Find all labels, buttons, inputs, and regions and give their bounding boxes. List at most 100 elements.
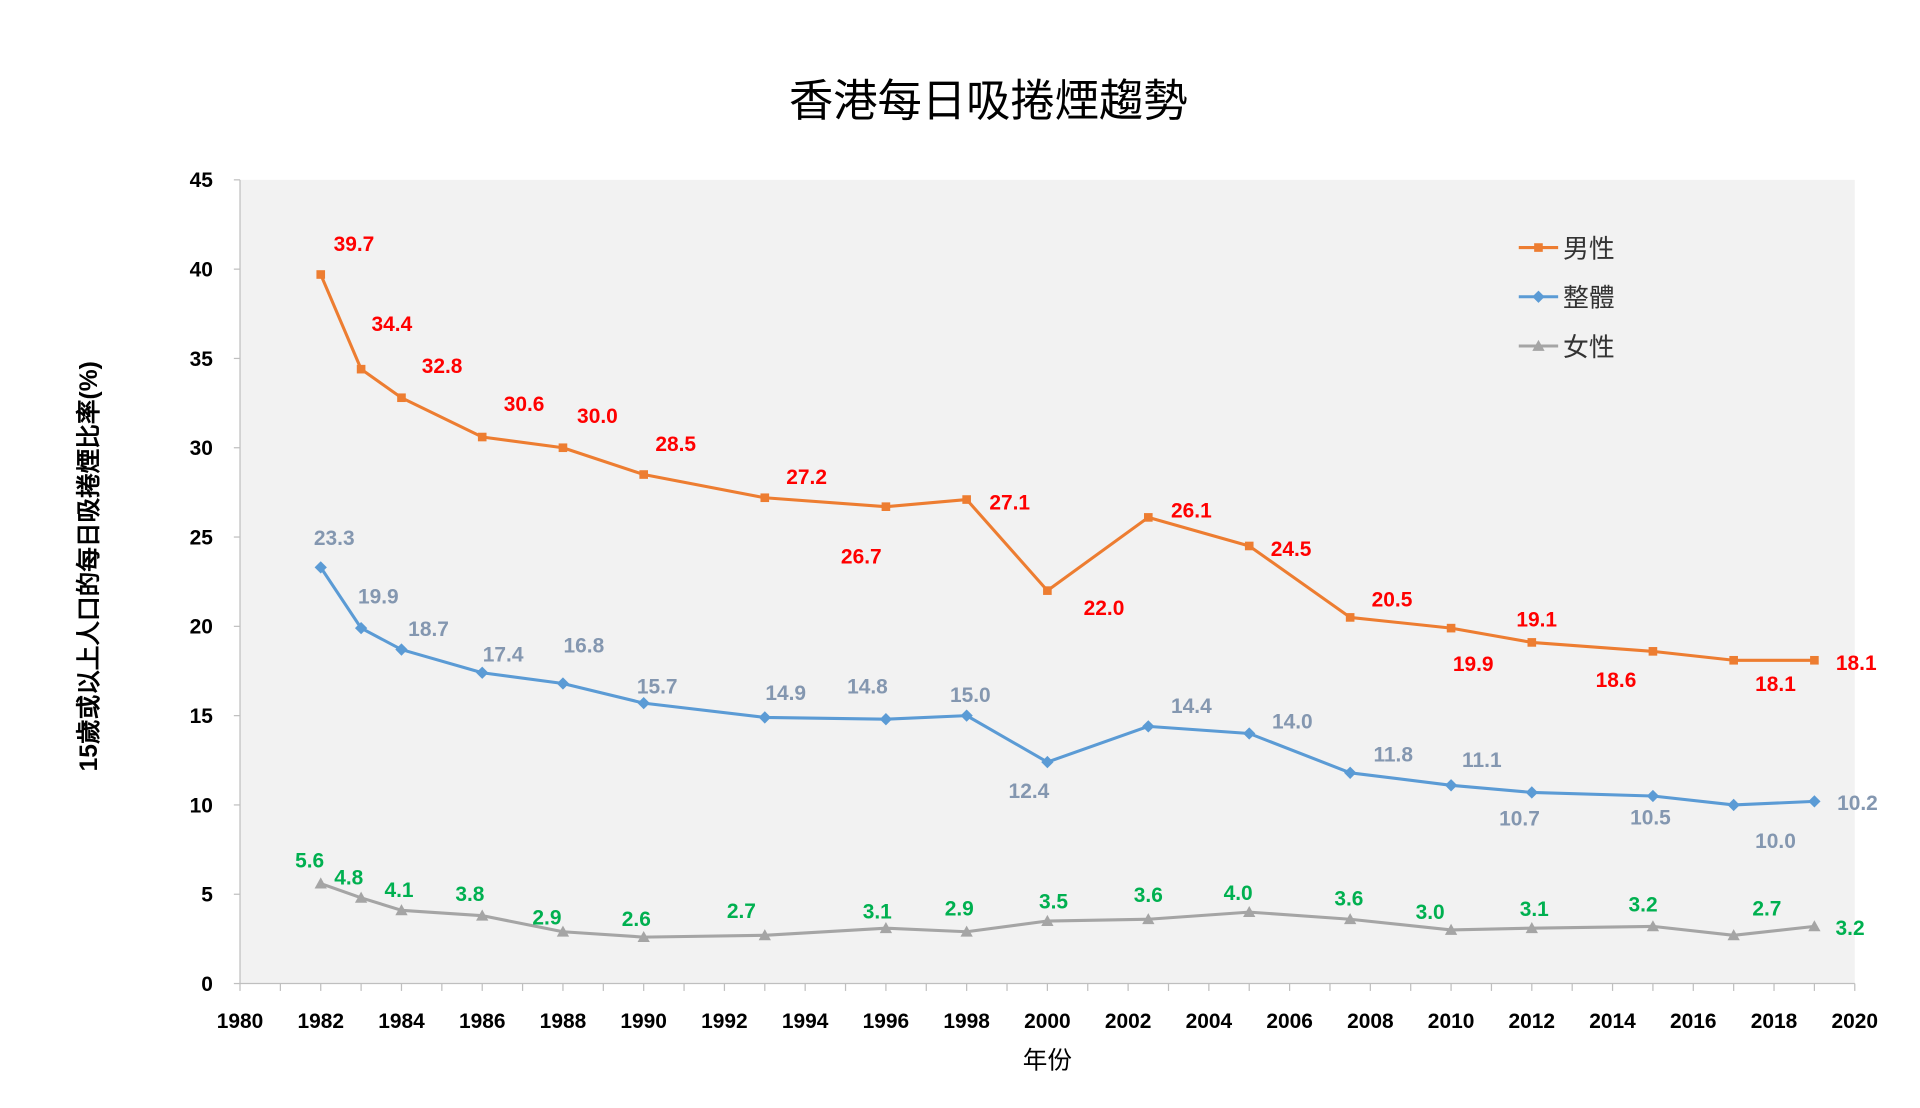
diamond-marker: [1444, 779, 1458, 792]
data-label: 11.8: [1373, 744, 1413, 767]
data-label: 3.1: [863, 900, 892, 923]
data-label: 3.6: [1134, 884, 1163, 907]
triangle-marker: [354, 891, 368, 903]
triangle-marker: [556, 925, 570, 937]
diamond-marker: [1646, 789, 1660, 803]
diamond-marker: [1041, 755, 1054, 769]
plot-area: [240, 179, 1855, 984]
square-marker: [1648, 647, 1658, 656]
data-label: 12.4: [1009, 780, 1050, 803]
series-line: [319, 566, 1815, 807]
triangle-marker: [1808, 920, 1821, 932]
data-label: 15.7: [637, 675, 678, 698]
data-label: 19.9: [358, 586, 399, 609]
square-marker: [639, 470, 648, 479]
data-label: 5.6: [295, 850, 324, 873]
y-axis-label: 15歲或以上人口的每日吸捲煙比率(%): [74, 361, 103, 771]
x-tick-label: 1980: [217, 1010, 264, 1033]
series-line: [320, 882, 1815, 939]
diamond-marker: [1532, 290, 1545, 303]
square-marker: [1729, 655, 1738, 665]
diamond-marker: [1344, 766, 1357, 779]
triangle-marker: [637, 930, 650, 943]
data-label: 16.8: [564, 635, 605, 658]
y-tick-label: 40: [190, 259, 213, 282]
legend-item: 女性: [1518, 333, 1615, 362]
square-marker: [1527, 638, 1537, 647]
data-label: 18.1: [1755, 673, 1796, 696]
data-label: 23.3: [314, 527, 355, 550]
x-tick-label: 1982: [297, 1010, 344, 1033]
x-tick-label: 2004: [1186, 1010, 1233, 1033]
triangle-marker: [476, 909, 489, 921]
triangle-marker: [1243, 905, 1256, 918]
data-label: 17.4: [483, 644, 524, 667]
x-tick-label: 1988: [540, 1010, 587, 1033]
data-label: 3.8: [455, 883, 484, 906]
square-marker: [881, 502, 891, 511]
data-label: 22.0: [1084, 597, 1125, 620]
data-label: 15.0: [950, 684, 991, 707]
data-label: 27.2: [786, 466, 827, 489]
data-label: 39.7: [334, 233, 375, 256]
x-axis-label: 年份: [1023, 1046, 1072, 1074]
chart-title: 香港每日吸捲煙趨勢: [789, 77, 1188, 126]
data-label: 18.6: [1596, 669, 1637, 692]
x-tick-label: 1998: [943, 1010, 990, 1033]
square-marker: [477, 432, 487, 442]
data-label: 3.6: [1334, 888, 1363, 911]
data-label: 4.8: [334, 866, 363, 889]
x-tick-label: 1992: [701, 1010, 748, 1033]
diamond-marker: [395, 643, 408, 656]
square-marker: [962, 495, 971, 504]
data-label: 4.0: [1224, 882, 1253, 905]
data-label: 4.1: [384, 879, 413, 902]
triangle-marker: [1532, 339, 1545, 351]
triangle-marker: [395, 904, 408, 916]
data-label: 2.7: [1752, 898, 1781, 921]
data-label: 3.2: [1629, 894, 1658, 917]
square-marker: [1534, 243, 1543, 252]
y-tick-label: 15: [190, 705, 214, 728]
legend-label: 男性: [1563, 234, 1615, 263]
x-tick-label: 2010: [1428, 1010, 1475, 1033]
diamond-marker: [879, 713, 893, 726]
x-tick-label: 2008: [1347, 1010, 1394, 1033]
triangle-marker: [1444, 923, 1458, 935]
data-label: 28.5: [655, 433, 696, 456]
y-tick-label: 20: [190, 616, 213, 639]
square-marker: [1345, 613, 1355, 622]
data-label: 10.0: [1755, 830, 1796, 853]
data-label: 18.7: [408, 618, 449, 641]
series-line: [319, 273, 1815, 662]
data-label: 19.1: [1516, 608, 1557, 631]
square-marker: [558, 443, 568, 453]
legend-label: 整體: [1563, 284, 1615, 313]
data-label: 14.8: [847, 675, 888, 698]
data-label: 3.5: [1039, 891, 1068, 914]
triangle-marker: [1344, 913, 1357, 925]
series-group: 39.7 34.4 32.8 30.6 30.0 28.5 27.2 26.7 27.1 22.0…: [295, 233, 1878, 943]
y-tick-label: 30: [190, 437, 213, 460]
x-tick-label: 2018: [1751, 1010, 1798, 1033]
diamond-marker: [476, 666, 489, 679]
data-label: 3.1: [1520, 898, 1549, 921]
diamond-marker: [758, 711, 771, 724]
data-label: 30.6: [504, 393, 545, 416]
triangle-marker: [960, 925, 973, 937]
data-label: 34.4: [372, 313, 413, 336]
x-tick-label: 2006: [1266, 1010, 1313, 1033]
x-tick-label: 1996: [863, 1010, 910, 1033]
diamond-marker: [637, 696, 650, 710]
data-label: 14.9: [765, 682, 806, 705]
diamond-marker: [314, 561, 327, 574]
data-label: 10.2: [1837, 792, 1878, 815]
data-label: 2.6: [622, 908, 651, 931]
square-marker: [1244, 541, 1254, 551]
data-label: 14.0: [1272, 711, 1313, 734]
data-label: 24.5: [1271, 538, 1312, 561]
y-tick-label: 5: [201, 884, 213, 907]
data-label: 2.7: [727, 900, 756, 923]
x-tick-label: 2014: [1589, 1010, 1636, 1033]
